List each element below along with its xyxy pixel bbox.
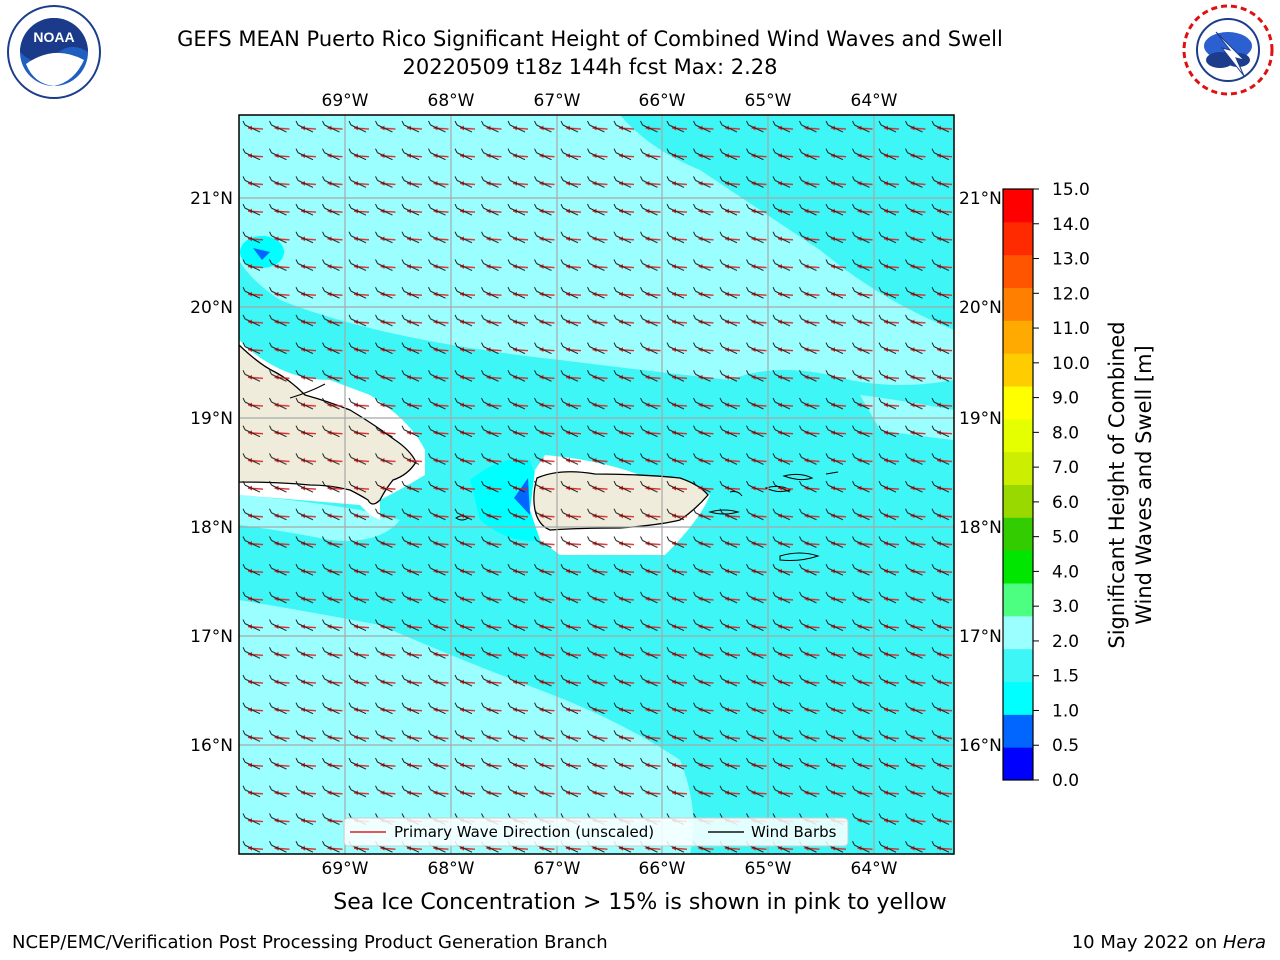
colorbar-swatch bbox=[1003, 648, 1033, 682]
colorbar-tick-label: 11.0 bbox=[1052, 319, 1090, 339]
lat-label-left: 19°N bbox=[190, 409, 233, 429]
lon-label-top: 64°W bbox=[851, 91, 898, 111]
lon-label-top: 68°W bbox=[428, 91, 475, 111]
lon-label-top: 69°W bbox=[322, 91, 369, 111]
noaa-logo-text: NOAA bbox=[33, 29, 74, 45]
colorbar-tick-label: 8.0 bbox=[1052, 423, 1079, 443]
colorbar-swatch bbox=[1003, 714, 1033, 748]
legend-wind-label: Wind Barbs bbox=[751, 823, 837, 841]
lat-label-left: 18°N bbox=[190, 518, 233, 538]
colorbar-tick-label: 5.0 bbox=[1052, 528, 1079, 548]
colorbar-swatch bbox=[1003, 615, 1033, 650]
lat-label-left: 16°N bbox=[190, 736, 233, 756]
colorbar-swatch bbox=[1003, 451, 1033, 485]
colorbar-tick-label: 14.0 bbox=[1052, 215, 1090, 235]
colorbar-tick-label: 10.0 bbox=[1052, 354, 1090, 374]
footer-date: 10 May 2022 on Hera bbox=[1072, 932, 1266, 953]
colorbar-label-line2: Wind Waves and Swell [m] bbox=[1132, 345, 1156, 625]
colorbar-tick-label: 0.5 bbox=[1052, 736, 1079, 756]
nws-logo bbox=[1182, 4, 1274, 96]
lon-label-bottom: 64°W bbox=[851, 859, 898, 879]
lon-label-top: 67°W bbox=[534, 91, 581, 111]
map-legend: Primary Wave Direction (unscaled) Wind B… bbox=[343, 817, 849, 847]
colorbar-tick-label: 7.0 bbox=[1052, 458, 1079, 478]
colorbar-swatch bbox=[1003, 254, 1033, 288]
colorbar-tick-label: 1.0 bbox=[1052, 701, 1079, 721]
lon-label-bottom: 68°W bbox=[428, 859, 475, 879]
colorbar-tick-label: 9.0 bbox=[1052, 389, 1079, 409]
noaa-logo: NOAA bbox=[7, 5, 101, 99]
lon-label-top: 66°W bbox=[639, 91, 686, 111]
colorbar-tick-label: 1.5 bbox=[1052, 667, 1079, 687]
lon-label-bottom: 69°W bbox=[322, 859, 369, 879]
colorbar-tick-label: 15.0 bbox=[1052, 180, 1090, 200]
chart-title: GEFS MEAN Puerto Rico Significant Height… bbox=[177, 27, 1003, 51]
lat-label-right: 20°N bbox=[959, 298, 1002, 318]
lat-label-right: 17°N bbox=[959, 627, 1002, 647]
sea-ice-note: Sea Ice Concentration > 15% is shown in … bbox=[333, 890, 947, 915]
colorbar-tick-label: 0.0 bbox=[1052, 771, 1079, 791]
footer-host: Hera bbox=[1222, 932, 1266, 953]
colorbar-swatch bbox=[1003, 550, 1033, 584]
colorbar-swatch bbox=[1003, 320, 1033, 354]
lat-label-right: 18°N bbox=[959, 518, 1002, 538]
lon-label-bottom: 66°W bbox=[639, 859, 686, 879]
lat-label-right: 16°N bbox=[959, 736, 1002, 756]
colorbar-tick-label: 12.0 bbox=[1052, 284, 1090, 304]
lat-label-right: 21°N bbox=[959, 189, 1002, 209]
colorbar-swatch bbox=[1003, 747, 1033, 781]
colorbar-label-line1: Significant Height of Combined bbox=[1105, 321, 1129, 648]
colorbar-tick-label: 4.0 bbox=[1052, 562, 1079, 582]
colorbar-frame bbox=[1002, 188, 1034, 781]
colorbar-swatch bbox=[1003, 517, 1033, 551]
lat-label-left: 20°N bbox=[190, 298, 233, 318]
colorbar-swatch bbox=[1003, 221, 1033, 256]
colorbar-tick-label: 3.0 bbox=[1052, 597, 1079, 617]
lon-label-bottom: 67°W bbox=[534, 859, 581, 879]
lat-label-left: 21°N bbox=[190, 189, 233, 209]
colorbar-swatch bbox=[1003, 583, 1033, 617]
colorbar-swatch bbox=[1003, 353, 1033, 387]
lat-label-right: 19°N bbox=[959, 409, 1002, 429]
lon-label-top: 65°W bbox=[745, 91, 792, 111]
footer-credit: NCEP/EMC/Verification Post Processing Pr… bbox=[12, 932, 608, 953]
colorbar-swatch bbox=[1003, 189, 1033, 223]
chart-subtitle: 20220509 t18z 144h fcst Max: 2.28 bbox=[402, 55, 778, 79]
footer-date-text: 10 May 2022 on bbox=[1071, 932, 1223, 953]
wave-height-field bbox=[239, 115, 954, 854]
colorbar-swatch bbox=[1003, 287, 1033, 321]
colorbar-swatch bbox=[1003, 484, 1033, 518]
colorbar: 0.0 0.5 1.0 1.5 2.0 3.0 4.0 5.0 6.0 7.0 8.0 9.0 10.0… bbox=[1002, 180, 1090, 791]
legend-wave-label: Primary Wave Direction (unscaled) bbox=[394, 823, 654, 841]
graticule bbox=[239, 115, 954, 854]
colorbar-tick-label: 6.0 bbox=[1052, 493, 1079, 513]
lat-label-left: 17°N bbox=[190, 627, 233, 647]
colorbar-tick-label: 13.0 bbox=[1052, 250, 1090, 270]
colorbar-swatch bbox=[1003, 681, 1033, 715]
lon-label-bottom: 65°W bbox=[745, 859, 792, 879]
colorbar-swatch bbox=[1003, 386, 1033, 420]
colorbar-tick-label: 2.0 bbox=[1052, 632, 1079, 652]
colorbar-swatch bbox=[1003, 418, 1033, 453]
